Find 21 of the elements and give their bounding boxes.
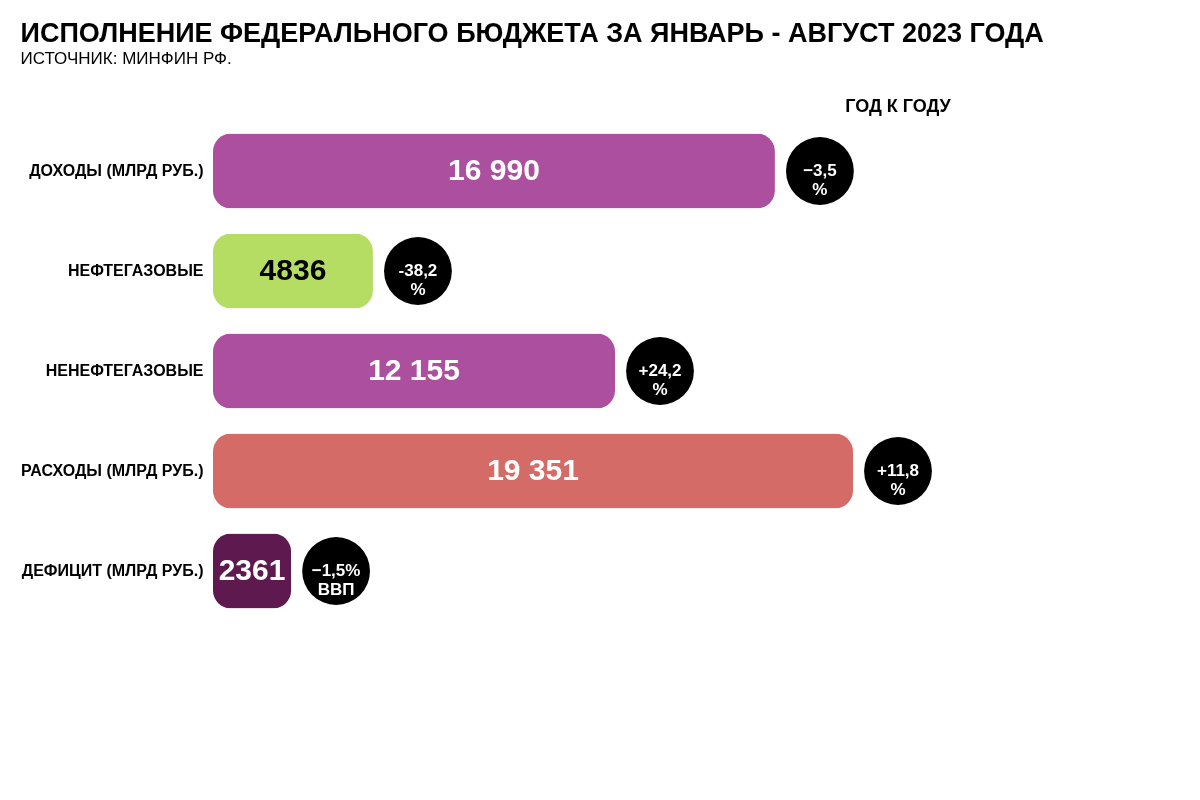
annotation: −3,5 % (803, 161, 837, 199)
y-tick-label: НЕФТЕГАЗОВЫЕ (68, 262, 204, 279)
data-label: 19 351 (487, 453, 579, 486)
y-tick-label: ДОХОДЫ (МЛРД РУБ.) (29, 162, 204, 179)
annotation: -38,2 % (398, 261, 438, 299)
text: ГОД К ГОДУ (845, 96, 952, 116)
y-tick-label: НЕНЕФТЕГАЗОВЫЕ (45, 362, 204, 379)
data-label: 12 155 (368, 353, 460, 386)
annotation: +11,8 % (876, 461, 920, 499)
data-label: 4836 (259, 253, 327, 286)
chart-title: ИСПОЛНЕНИЕ ФЕДЕРАЛЬНОГО БЮДЖЕТА ЗА ЯНВАРЬ - АВГУСТ 2023 ГОДА (20, 18, 1044, 48)
data-label: 2361 (218, 553, 286, 586)
bar (213, 333, 616, 409)
annotation: +24,2 % (638, 361, 682, 399)
data-label: 16 990 (448, 153, 540, 186)
bar (213, 433, 853, 509)
y-tick-label: ДЕФИЦИТ (МЛРД РУБ.) (21, 562, 204, 579)
text: ИСТОЧНИК: МИНФИН РФ. (20, 49, 232, 68)
bar (213, 133, 775, 209)
y-tick-label: РАСХОДЫ (МЛРД РУБ.) (21, 462, 204, 479)
annotation: −1,5% ВВП (311, 561, 361, 599)
